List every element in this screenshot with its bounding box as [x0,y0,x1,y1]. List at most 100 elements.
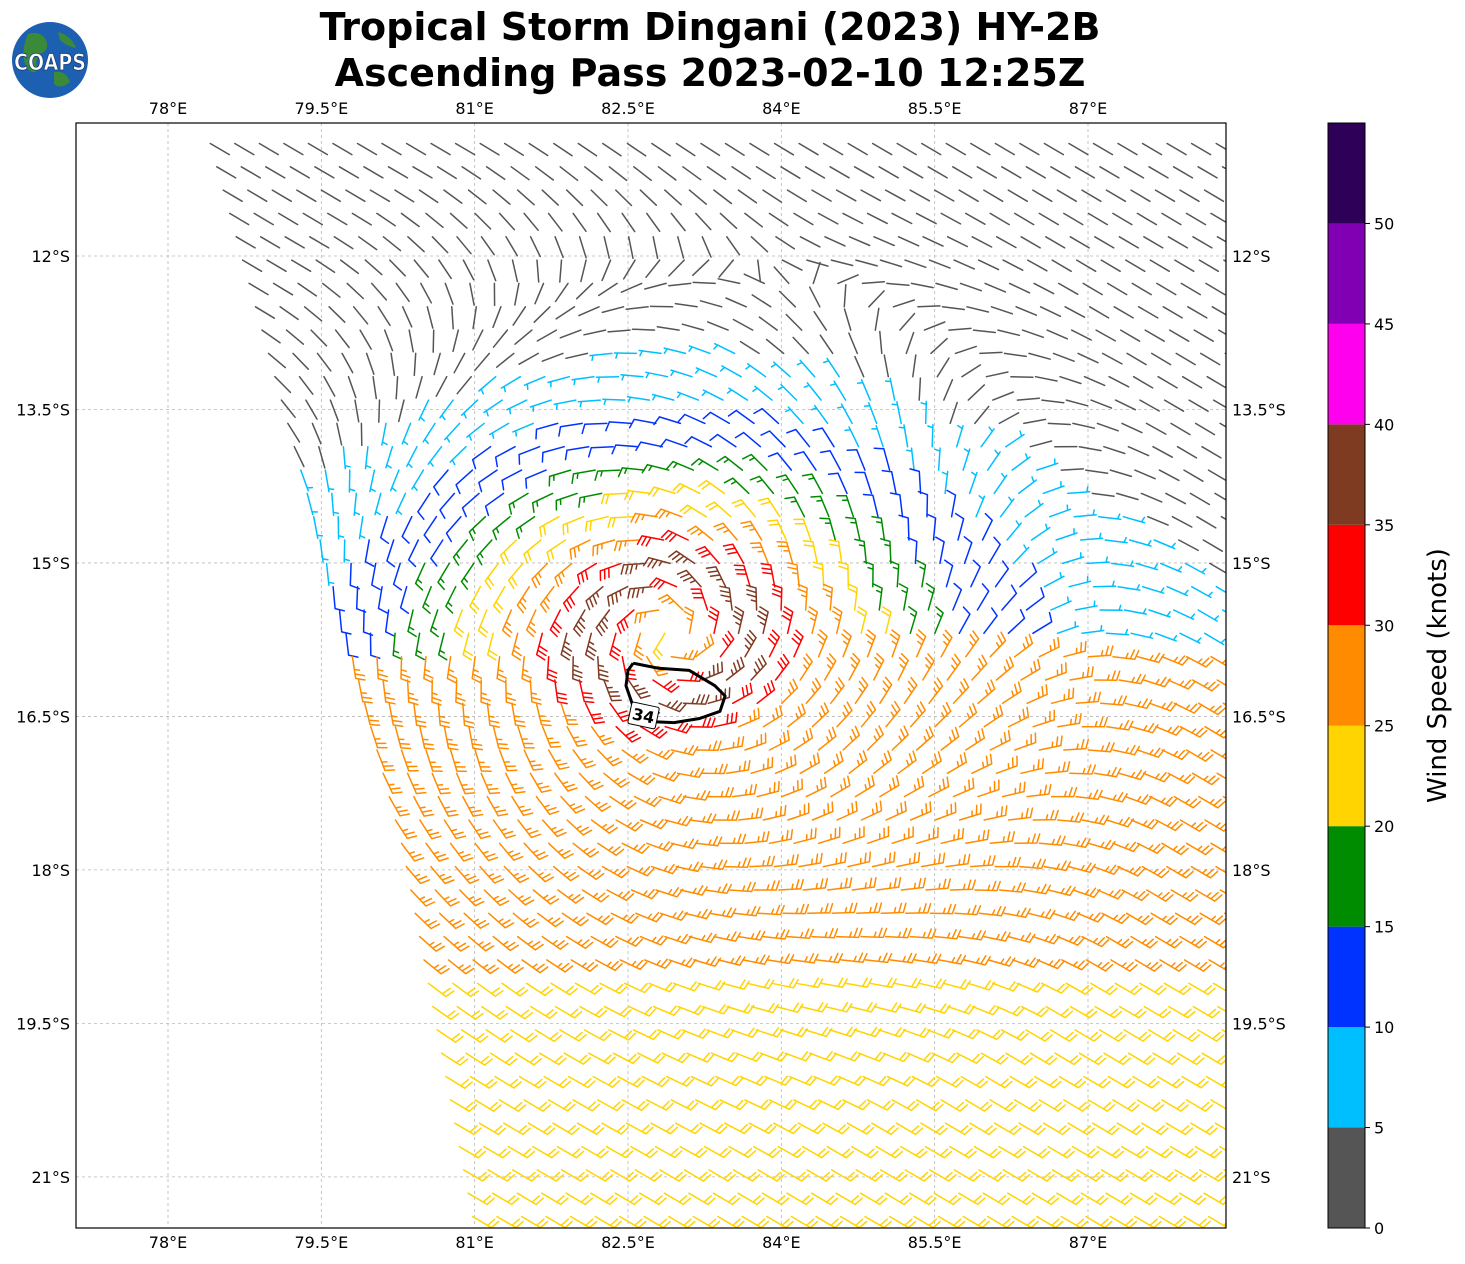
wind-barb [946,653,962,681]
wind-barb [1119,329,1141,342]
lat-tick-label-left: 21°S [31,1168,70,1187]
wind-barb [792,336,809,355]
wind-barb [1141,865,1170,879]
colorbar-bin [1328,524,1365,626]
wind-barb [624,490,652,501]
wind-barb [613,352,638,359]
wind-barb [512,422,534,437]
wind-barb [346,282,365,300]
wind-barb [512,306,527,326]
wind-barb [1085,469,1109,475]
wind-barb [753,880,780,891]
wind-barb [1123,608,1147,615]
wind-barb [891,401,902,425]
wind-barb [1174,1169,1202,1182]
wind-barb [915,629,927,658]
wind-barb [746,978,775,990]
wind-barb [253,212,274,226]
wind-barb [386,539,396,568]
wind-barb [454,865,480,885]
wind-barb [290,259,312,273]
wind-barb [1069,236,1090,249]
wind-barb [707,687,731,705]
wind-barb [1044,761,1071,775]
wind-barb [762,929,790,940]
wind-barb [1018,858,1047,870]
wind-barb [677,413,706,425]
wind-barb [645,371,669,379]
wind-barb [726,387,749,401]
wind-barb [627,772,656,786]
wind-barb [549,609,562,638]
wind-barb [861,280,886,285]
wind-barb [413,352,417,377]
wind-barb [1052,910,1081,922]
wind-barb [668,550,696,565]
wind-barb [451,306,454,330]
wind-barb [1090,399,1113,409]
wind-barb [492,935,520,952]
wind-barb [688,1192,716,1206]
wind-barb [491,1192,520,1206]
wind-barb [306,492,319,516]
wind-barb [1024,499,1044,518]
wind-barb [1110,560,1135,568]
wind-barb [1042,1122,1071,1136]
wind-barb [928,677,944,705]
wind-barb [1172,1029,1201,1042]
wind-barb [1155,725,1184,736]
wind-barb [756,680,776,705]
wind-barb [1224,912,1226,915]
wind-barb [621,212,636,233]
wind-barb [498,1099,527,1112]
wind-barb [456,375,472,395]
wind-barb [1134,1215,1162,1228]
wind-barb [1007,189,1029,203]
wind-barb [577,142,598,157]
wind-barb [1020,236,1041,249]
wind-barb [934,701,952,728]
wind-barb [1117,142,1138,156]
wind-barb [430,142,451,156]
wind-barb [616,609,635,634]
wind-barb [971,236,993,248]
wind-barb [959,282,983,292]
wind-barb [1106,816,1135,828]
wind-barb [1145,1145,1174,1159]
wind-barb [786,928,814,939]
colorbar-bin [1328,725,1365,827]
wind-barb [947,1004,976,1015]
wind-barb [377,585,388,614]
wind-barb [719,735,745,751]
wind-barb [888,1215,917,1228]
wind-barb [759,1051,788,1062]
title-line-2: Ascending Pass 2023-02-10 12:25Z [334,51,1086,95]
wind-barb [496,959,524,974]
colorbar-tick-label: 50 [1374,214,1394,233]
wind-barb [694,367,718,378]
wind-barb [492,585,506,614]
wind-barb [920,1122,948,1136]
wind-barb [1131,282,1152,296]
lat-tick-label-right: 16.5°S [1232,707,1286,726]
wind-barb [1051,1169,1080,1182]
wind-barb [668,1215,696,1228]
wind-barb [381,142,402,156]
wind-barb [1099,791,1128,803]
wind-barb [1126,352,1147,366]
wind-barb [1026,684,1048,705]
wind-barb [474,212,492,230]
wind-barb [429,609,439,638]
wind-barb [1007,1192,1035,1206]
wind-barb [576,1122,605,1135]
wind-barb [1201,1052,1226,1066]
wind-barb [590,819,618,834]
wind-barb [828,539,843,565]
wind-barb [525,609,537,638]
wind-barb [532,889,560,905]
wind-barb [1065,982,1094,995]
wind-barb [689,813,717,824]
wind-barb [462,632,474,661]
wind-barb [1063,1099,1091,1112]
wind-barb [556,1145,585,1159]
